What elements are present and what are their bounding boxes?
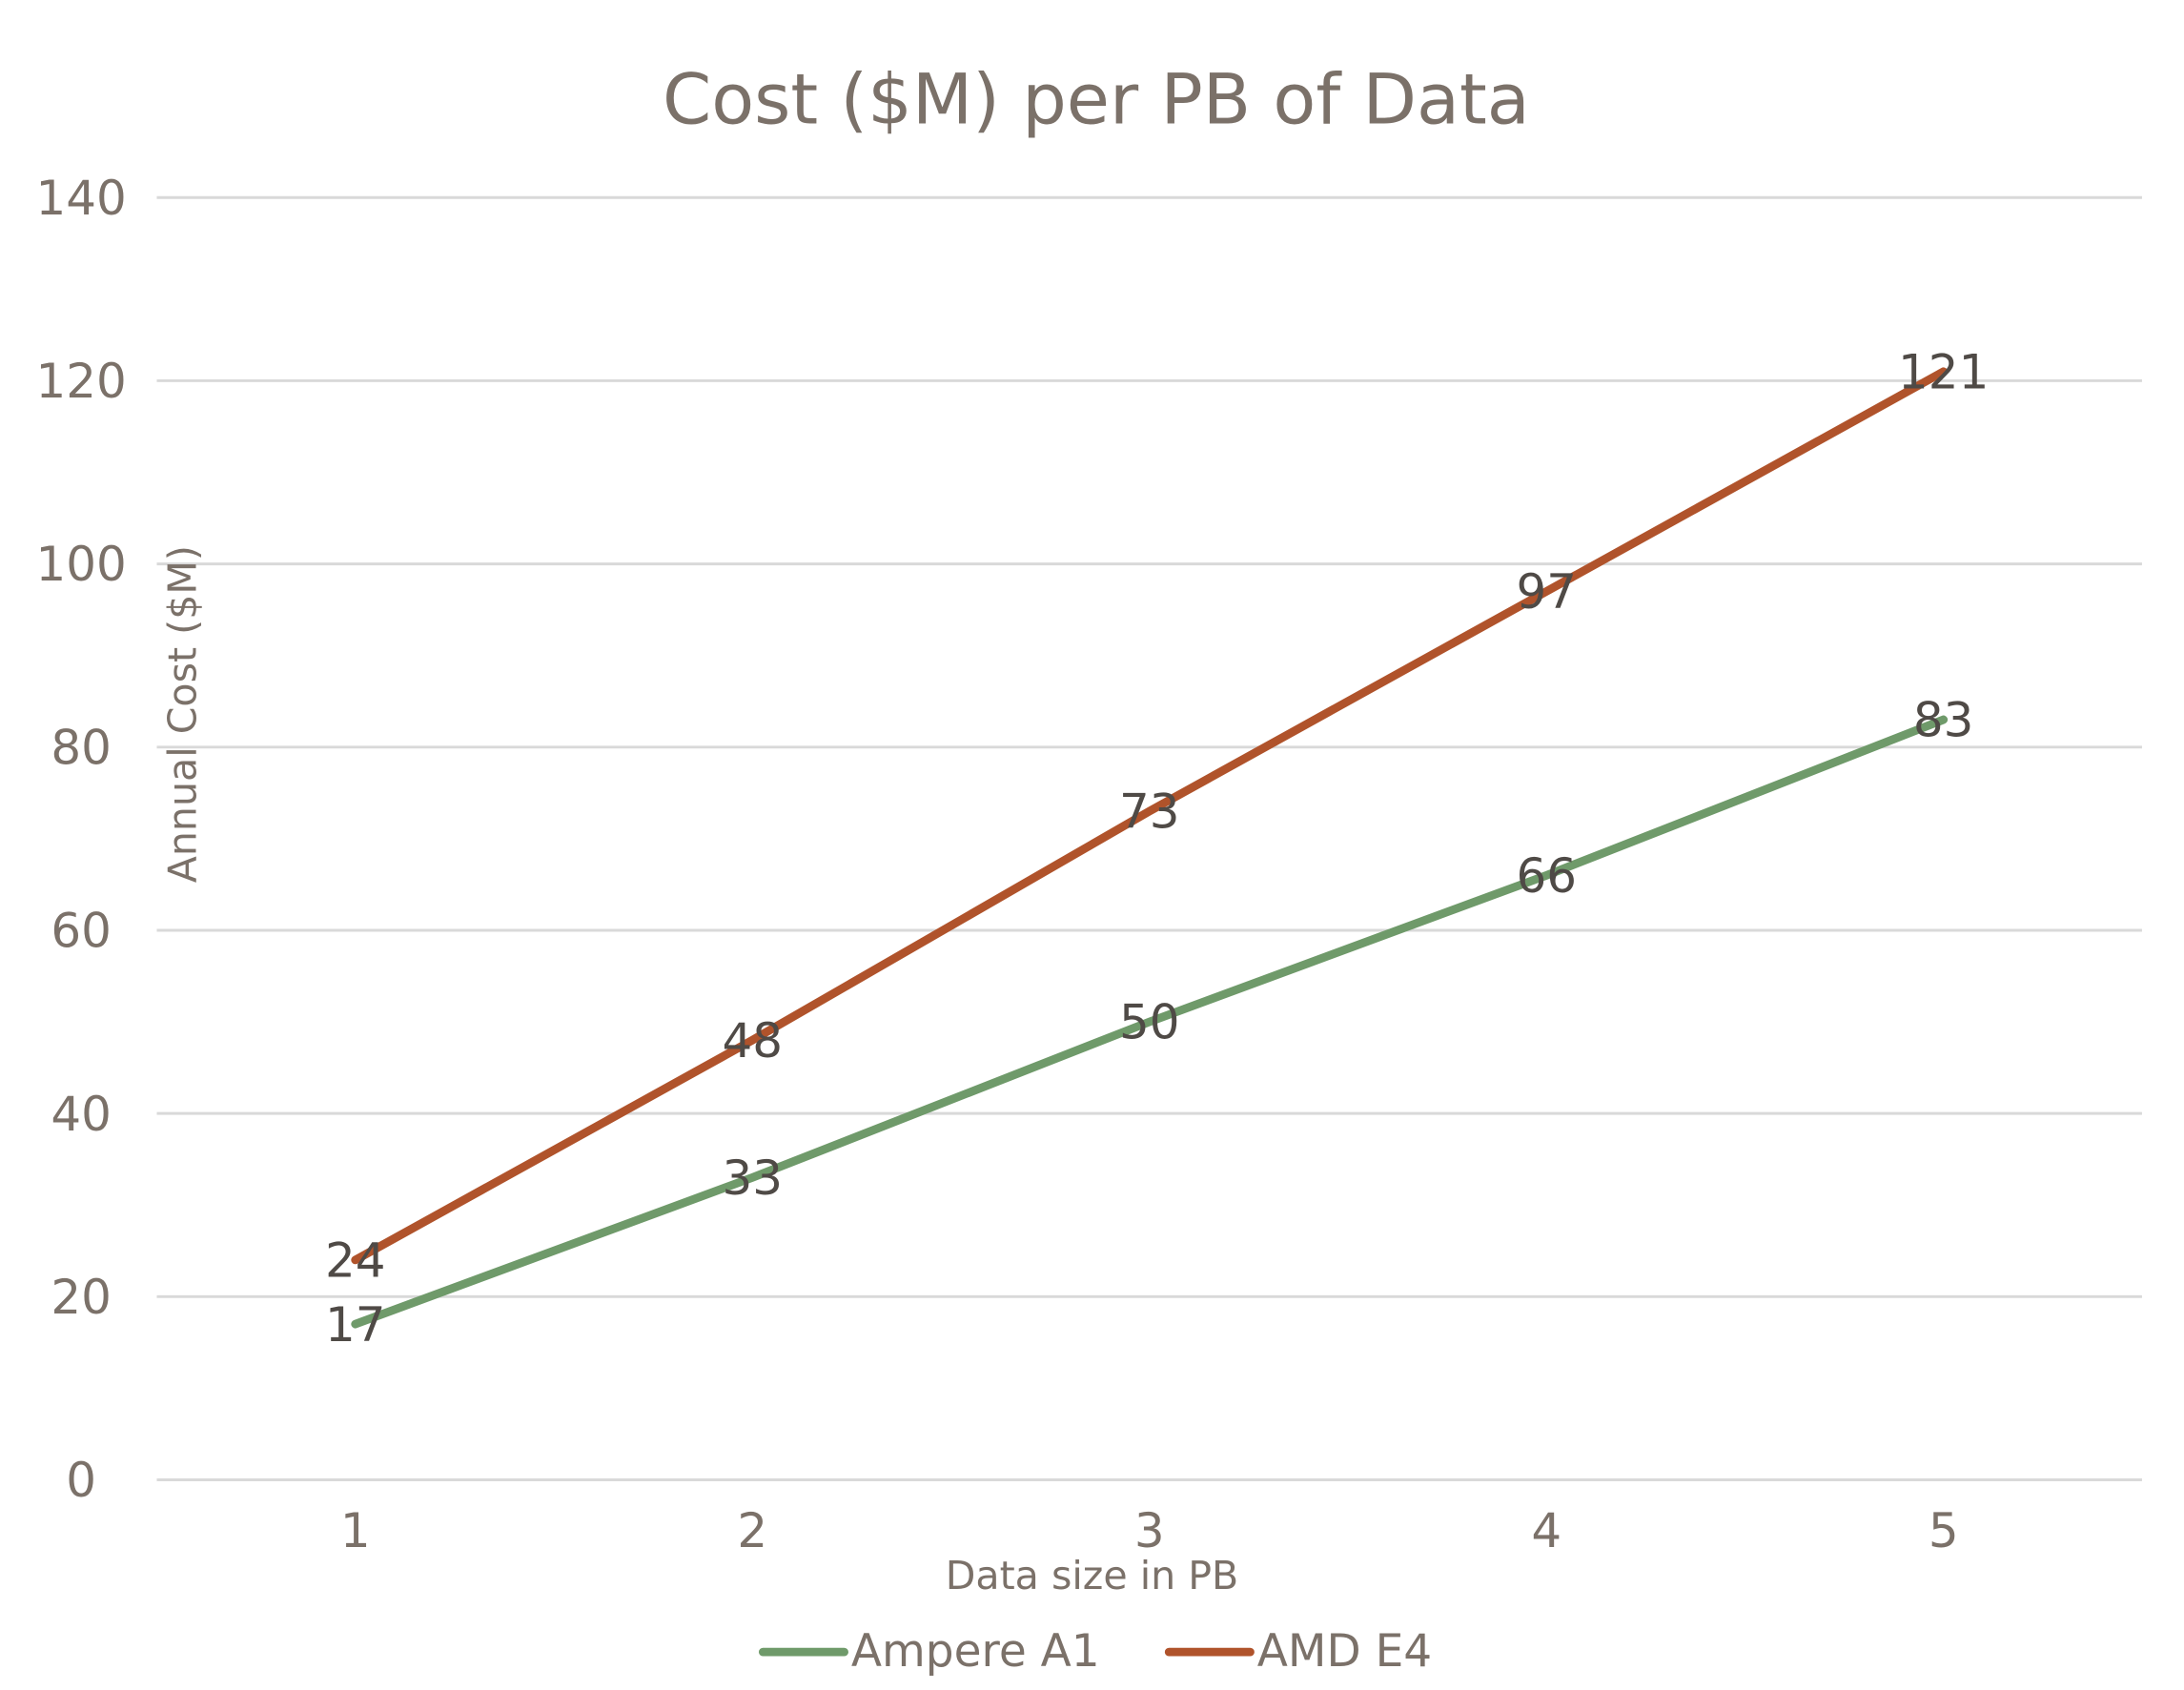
data-label: 33 [722, 1150, 783, 1206]
data-label: 73 [1119, 784, 1180, 840]
x-axis-ticks: 1 2 3 4 5 [340, 1503, 1959, 1558]
legend-label-ampere: Ampere A1 [851, 1625, 1100, 1678]
data-label: 50 [1119, 995, 1180, 1050]
y-tick-label: 80 [51, 720, 112, 775]
x-tick-label: 3 [1134, 1503, 1165, 1558]
x-tick-label: 1 [340, 1503, 371, 1558]
data-label: 48 [722, 1013, 783, 1069]
data-label: 121 [1898, 344, 1989, 399]
data-label: 17 [325, 1297, 386, 1353]
data-label: 24 [325, 1233, 386, 1289]
chart-title: Cost ($M) per PB of Data [663, 59, 1530, 140]
data-labels: 17 33 50 66 83 24 48 73 97 121 [325, 344, 1989, 1352]
series-line-ampere-a1 [351, 715, 1949, 1329]
gridlines [156, 195, 2142, 1481]
y-tick-label: 40 [51, 1087, 112, 1142]
series-lines [351, 367, 1949, 1329]
x-tick-label: 2 [737, 1503, 767, 1558]
legend-label-amd: AMD E4 [1257, 1625, 1432, 1678]
y-tick-label: 0 [66, 1453, 96, 1508]
series-line-amd-e4 [351, 367, 1949, 1265]
y-tick-label: 20 [51, 1270, 112, 1325]
y-axis-ticks: 0 20 40 60 80 100 120 140 [36, 171, 127, 1508]
y-axis-label: Annual Cost ($M) [160, 545, 206, 883]
y-tick-label: 140 [36, 171, 127, 226]
x-tick-label: 5 [1929, 1503, 1959, 1558]
data-label: 83 [1913, 693, 1974, 748]
data-label: 97 [1516, 564, 1577, 620]
x-tick-label: 4 [1531, 1503, 1561, 1558]
legend: Ampere A1 AMD E4 [758, 1625, 1432, 1678]
y-tick-label: 120 [36, 354, 127, 409]
x-axis-label: Data size in PB [946, 1553, 1239, 1598]
y-tick-label: 100 [36, 537, 127, 592]
data-label: 66 [1516, 848, 1577, 904]
y-tick-label: 60 [51, 904, 112, 959]
